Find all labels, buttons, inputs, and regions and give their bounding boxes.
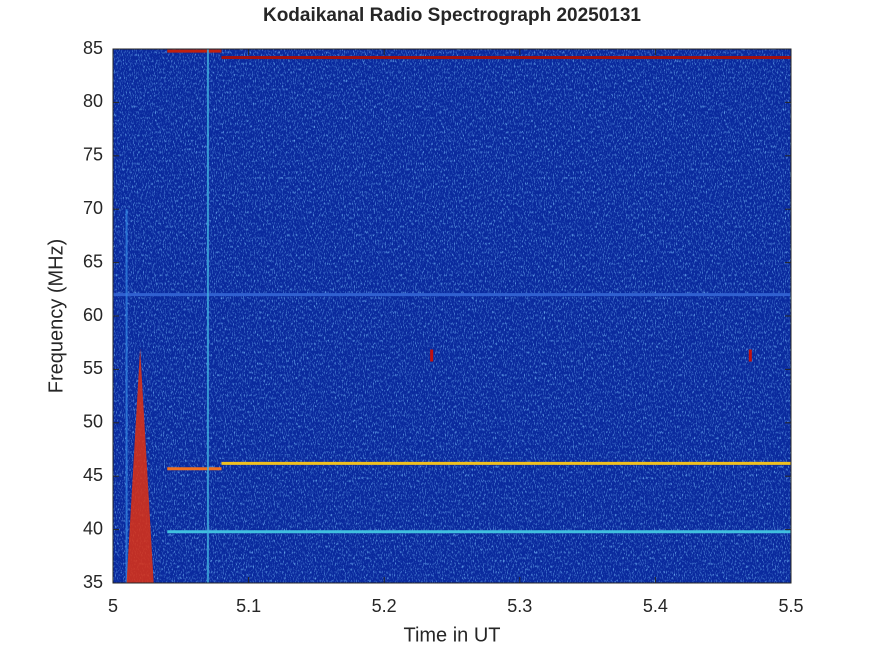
y-tick-label: 75 bbox=[83, 145, 103, 165]
y-axis-label: Frequency (MHz) bbox=[45, 239, 67, 393]
x-tick-label: 5.4 bbox=[643, 596, 668, 616]
chart-title: Kodaikanal Radio Spectrograph 20250131 bbox=[263, 5, 641, 26]
x-tick-label: 5.3 bbox=[507, 596, 532, 616]
y-tick-label: 85 bbox=[83, 38, 103, 58]
x-tick-label: 5 bbox=[108, 596, 118, 616]
spectrogram-noise bbox=[113, 49, 791, 583]
y-tick-label: 40 bbox=[83, 518, 103, 538]
interference-spot bbox=[430, 349, 434, 362]
x-tick-label: 5.2 bbox=[372, 596, 397, 616]
interference-spot bbox=[748, 349, 752, 362]
y-tick-label: 45 bbox=[83, 465, 103, 485]
y-tick-label: 50 bbox=[83, 412, 103, 432]
y-tick-label: 80 bbox=[83, 91, 103, 111]
x-tick-label: 5.1 bbox=[236, 596, 261, 616]
x-tick-label: 5.5 bbox=[778, 596, 803, 616]
plot-area bbox=[113, 49, 791, 583]
y-tick-label: 55 bbox=[83, 358, 103, 378]
y-tick-label: 70 bbox=[83, 198, 103, 218]
y-tick-label: 60 bbox=[83, 305, 103, 325]
y-tick-label: 65 bbox=[83, 251, 103, 271]
x-axis-label: Time in UT bbox=[403, 624, 500, 646]
radio-burst bbox=[126, 348, 154, 583]
y-tick-label: 35 bbox=[83, 572, 103, 592]
